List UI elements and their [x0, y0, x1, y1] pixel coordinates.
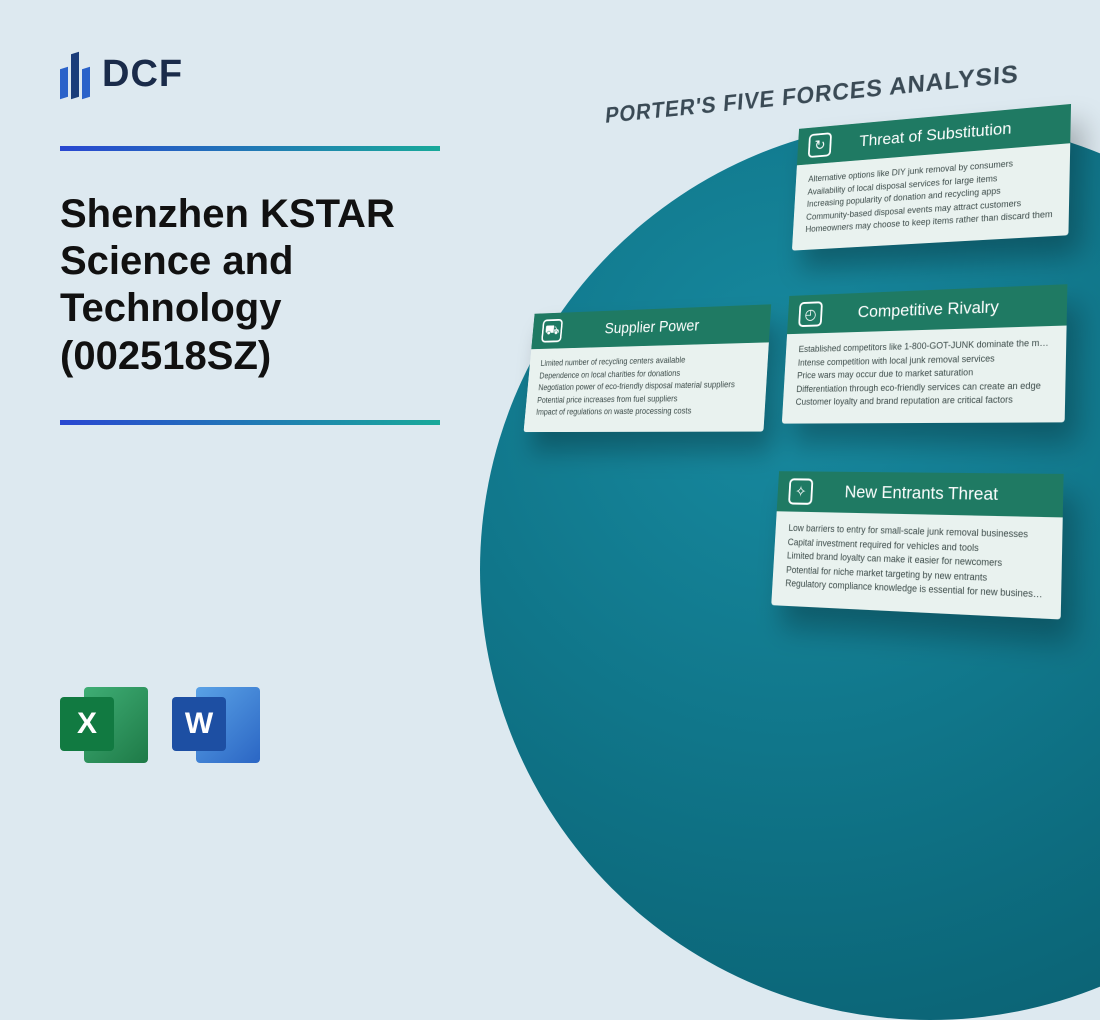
card-substitution: ↻ Threat of Substitution Alternative opt…: [792, 104, 1071, 250]
card-supplier: ⛟ Supplier Power Limited number of recyc…: [524, 304, 772, 431]
card-line: Impact of regulations on waste processin…: [536, 404, 753, 419]
card-header-entrants: ✧ New Entrants Threat: [777, 471, 1064, 517]
truck-icon: ⛟: [541, 319, 563, 343]
excel-letter: X: [60, 697, 114, 751]
card-body-entrants: Low barriers to entry for small-scale ju…: [771, 511, 1062, 619]
left-column: DCF Shenzhen KSTAR Science and Technolog…: [60, 50, 480, 425]
logo-text: DCF: [102, 53, 183, 96]
card-title-rivalry: Competitive Rivalry: [831, 295, 1055, 323]
card-body-supplier: Limited number of recycling centers avai…: [524, 342, 769, 431]
divider-top: [60, 146, 440, 151]
file-icons-row: X W: [60, 681, 260, 769]
clock-icon: ◴: [798, 301, 823, 327]
refresh-icon: ↻: [808, 132, 832, 158]
page-title: Shenzhen KSTAR Science and Technology (0…: [60, 191, 480, 380]
divider-bottom: [60, 420, 440, 425]
porter-diagram: PORTER'S FIVE FORCES ANALYSIS ↻ Threat o…: [502, 50, 1100, 802]
word-icon[interactable]: W: [172, 681, 260, 769]
word-letter: W: [172, 697, 226, 751]
logo-bars-icon: [60, 50, 90, 98]
card-title-supplier: Supplier Power: [569, 314, 760, 339]
card-body-rivalry: Established competitors like 1-800-GOT-J…: [782, 326, 1067, 424]
card-rivalry: ◴ Competitive Rivalry Established compet…: [782, 284, 1068, 423]
logo: DCF: [60, 50, 480, 98]
card-entrants: ✧ New Entrants Threat Low barriers to en…: [771, 471, 1063, 619]
card-line: Customer loyalty and brand reputation ar…: [795, 393, 1050, 409]
excel-icon[interactable]: X: [60, 681, 148, 769]
people-icon: ✧: [788, 478, 813, 505]
card-title-entrants: New Entrants Threat: [821, 482, 1050, 507]
